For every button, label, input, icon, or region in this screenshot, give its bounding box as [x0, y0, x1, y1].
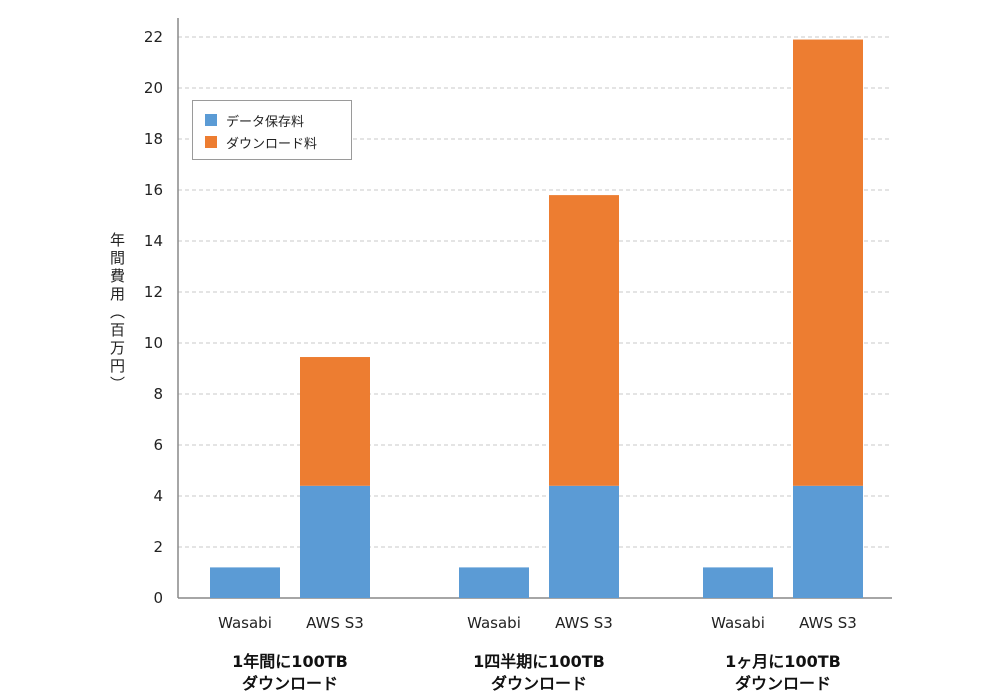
y-tick-label: 10 — [144, 334, 163, 352]
y-tick-label: 18 — [144, 130, 163, 148]
bar-storage — [703, 567, 773, 598]
group-label-line2: ダウンロード — [242, 674, 338, 693]
legend: データ保存料 ダウンロード料 — [192, 100, 352, 160]
y-tick-label: 6 — [153, 436, 163, 454]
group-label-line1: 1ヶ月に100TB — [725, 652, 841, 671]
legend-swatch-storage — [205, 114, 217, 126]
y-tick-label: 0 — [153, 589, 163, 607]
bar-storage — [793, 485, 863, 598]
y-tick-label: 2 — [153, 538, 163, 556]
x-tick-label: Wasabi — [467, 614, 521, 632]
legend-label-storage: データ保存料 — [226, 114, 305, 130]
x-tick-label: AWS S3 — [799, 614, 857, 632]
group-label-line1: 1四半期に100TB — [473, 652, 605, 671]
x-tick-label: Wasabi — [711, 614, 765, 632]
legend-label-download: ダウンロード料 — [226, 136, 318, 152]
y-axis-label: 年間費用（百万円） — [108, 232, 126, 394]
y-tick-label: 4 — [153, 487, 163, 505]
legend-swatch-download — [205, 136, 217, 148]
legend-item-storage: データ保存料 — [205, 109, 351, 131]
y-tick-label: 22 — [144, 28, 163, 46]
y-tick-label: 12 — [144, 283, 163, 301]
bar-storage — [459, 567, 529, 598]
x-tick-label: AWS S3 — [306, 614, 364, 632]
bar-download — [793, 39, 863, 486]
bar-storage — [300, 485, 370, 598]
y-tick-label: 20 — [144, 79, 163, 97]
group-label-line2: ダウンロード — [491, 674, 587, 693]
y-tick-label: 14 — [144, 232, 163, 250]
group-label-line1: 1年間に100TB — [232, 652, 348, 671]
legend-item-download: ダウンロード料 — [205, 131, 351, 153]
x-tick-label: AWS S3 — [555, 614, 613, 632]
bar-storage — [210, 567, 280, 598]
bar-storage — [549, 485, 619, 598]
group-label-line2: ダウンロード — [735, 674, 831, 693]
bar-download — [549, 195, 619, 486]
x-tick-label: Wasabi — [218, 614, 272, 632]
y-tick-label: 16 — [144, 181, 163, 199]
bar-download — [300, 357, 370, 486]
y-tick-label: 8 — [153, 385, 163, 403]
